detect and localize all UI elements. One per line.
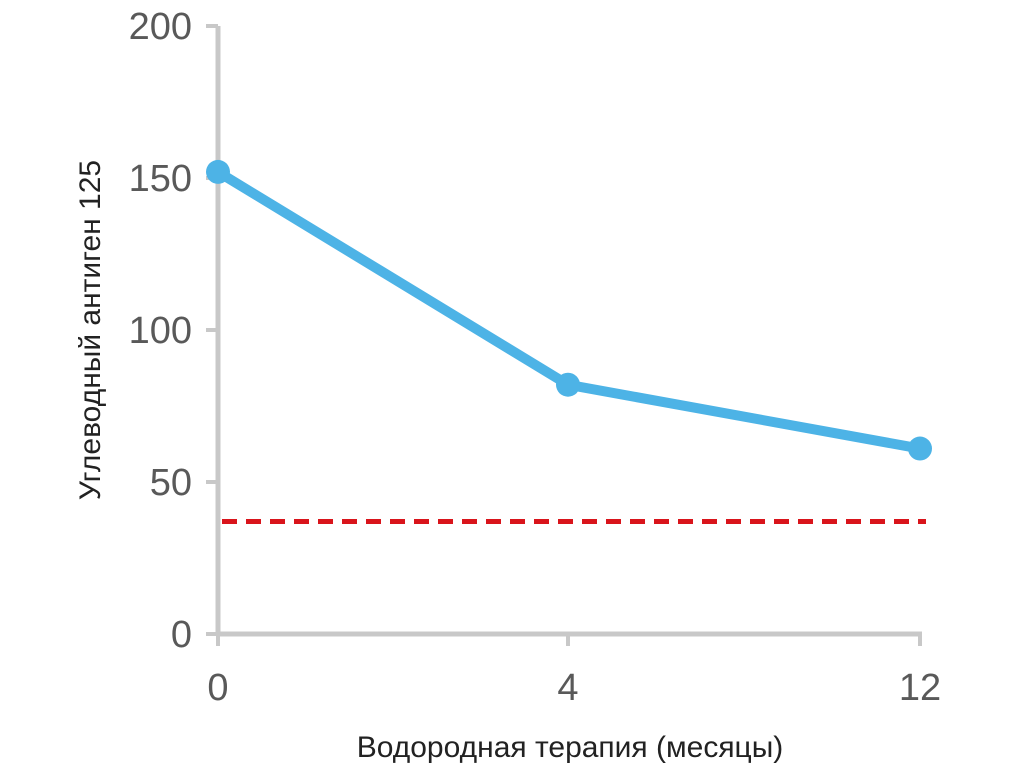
y-axis-title: Углеводный антиген 125 — [74, 160, 107, 500]
y-axis-ticks: 0 50 100 150 200 — [129, 6, 218, 656]
series-line — [213, 166, 925, 454]
y-tick-label: 200 — [129, 6, 192, 48]
y-tick-label: 50 — [150, 462, 192, 504]
x-tick-label: 12 — [899, 667, 941, 709]
data-point — [556, 372, 580, 397]
x-tick-label: 0 — [207, 667, 228, 709]
data-point — [908, 436, 932, 461]
data-point — [206, 159, 230, 184]
y-tick-label: 0 — [171, 614, 192, 656]
y-tick-label: 100 — [129, 310, 192, 352]
series-group — [206, 159, 932, 461]
y-tick-label: 150 — [129, 158, 192, 200]
x-axis-title: Водородная терапия (месяцы) — [357, 731, 784, 764]
x-axis-ticks: 0 4 12 — [207, 634, 941, 709]
x-tick-label: 4 — [557, 667, 578, 709]
